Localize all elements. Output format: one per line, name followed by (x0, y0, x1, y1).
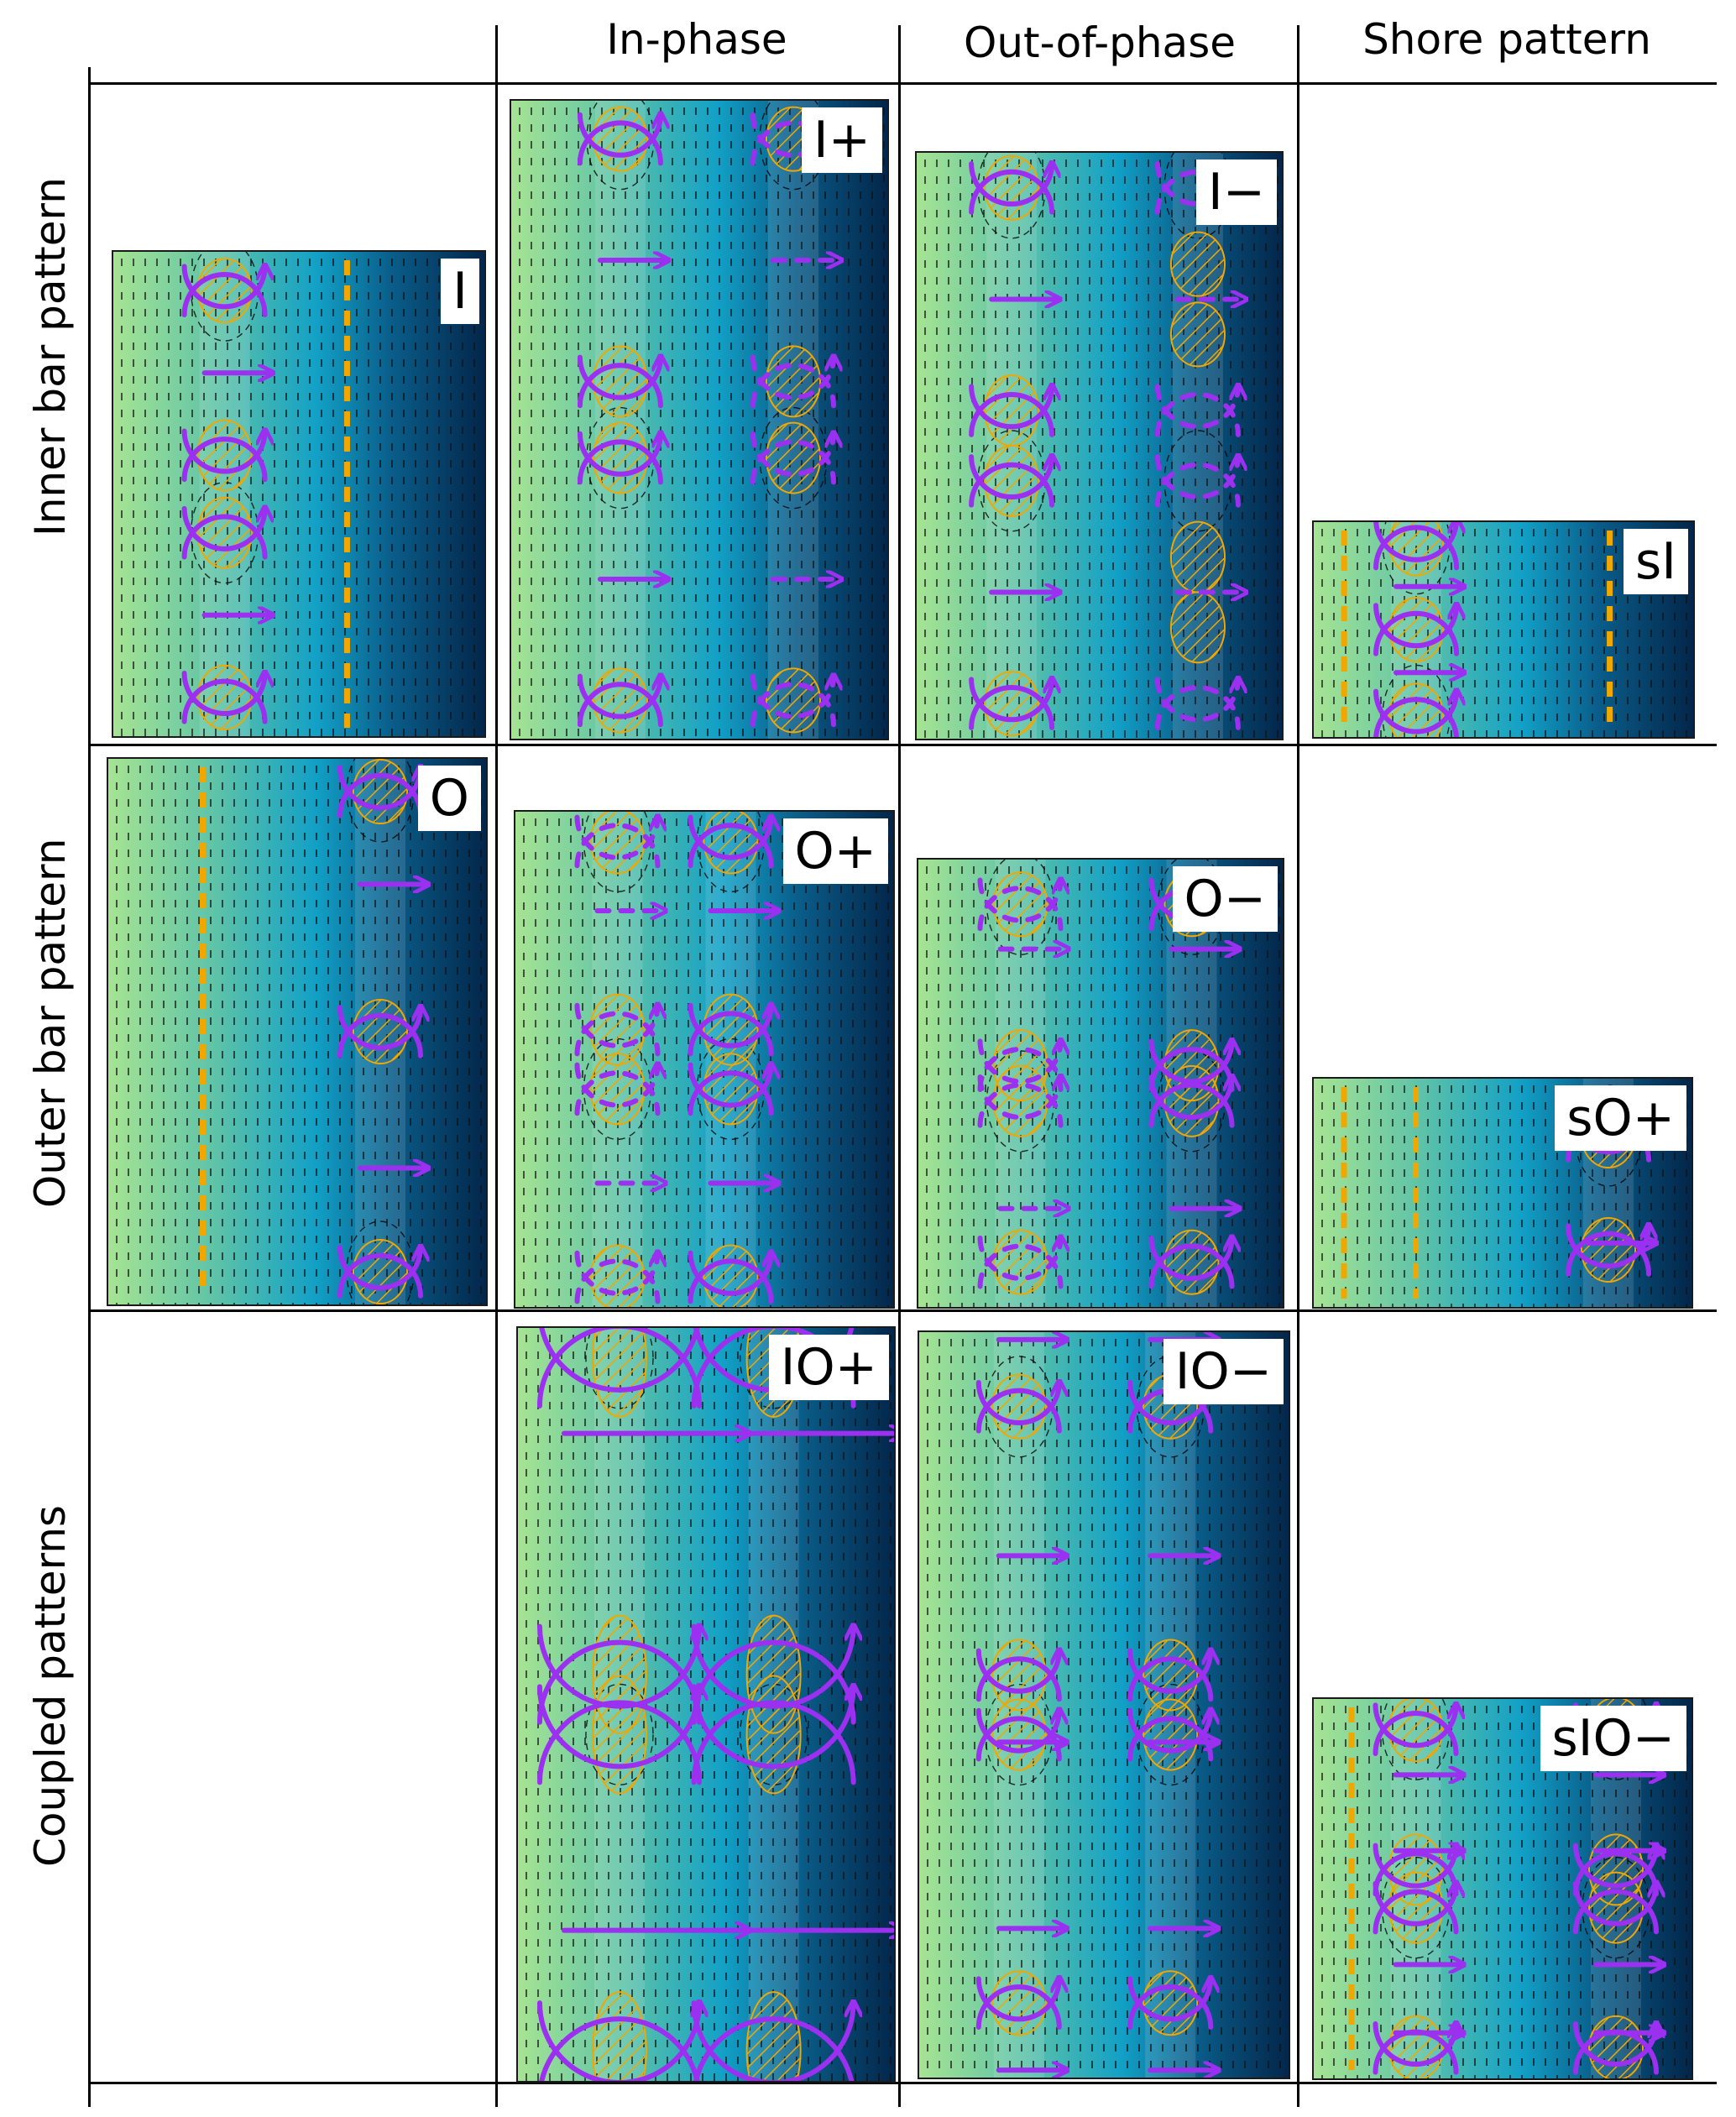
panel-IO-minus: IO− (918, 1330, 1290, 2079)
panel-figure-Oplus (515, 812, 893, 1307)
panel-label-IO-minus: IO− (1163, 1339, 1284, 1404)
grid-col0-line (88, 67, 91, 2107)
panel-O: O (107, 757, 488, 1306)
panel-sI: sI (1312, 520, 1695, 739)
panel-figure-IOminus (919, 1332, 1289, 2078)
grid-row2-line (88, 1309, 1717, 1312)
panel-label-O-plus: O+ (782, 818, 888, 884)
column-header-out-of-phase: Out-of-phase (964, 18, 1236, 67)
grid-col2-line (898, 25, 901, 2107)
panel-figure-IOplus (518, 1328, 894, 2081)
panel-I: I (112, 250, 486, 738)
row-header-outer-bar: Outer bar pattern (26, 838, 75, 1208)
grid-top-line (88, 82, 1717, 85)
panel-label-I-minus: I− (1196, 159, 1277, 225)
panel-label-O: O (417, 766, 481, 831)
panel-label-I: I (441, 259, 479, 324)
panel-label-IO-plus: IO+ (768, 1335, 889, 1400)
grid-bottom-line (88, 2082, 1717, 2084)
panel-figure-Iminus (917, 153, 1282, 739)
column-header-shore-pattern: Shore pattern (1362, 15, 1651, 64)
panel-label-sIO-minus: sIO− (1540, 1706, 1686, 1771)
panel-figure-Ominus (918, 860, 1283, 1307)
panel-figure-sI (1314, 522, 1693, 737)
panel-figure-Iplus (511, 101, 887, 739)
panel-figure-sIOminus (1314, 1699, 1692, 2078)
column-header-in-phase: In-phase (606, 15, 787, 64)
panel-label-sI: sI (1624, 529, 1688, 594)
row-header-inner-bar: Inner bar pattern (26, 177, 75, 536)
panel-figure-I (113, 252, 484, 736)
row-header-coupled: Coupled patterns (26, 1505, 75, 1867)
panel-I-minus: I− (915, 151, 1284, 740)
panel-O-minus: O− (917, 858, 1284, 1309)
panel-label-O-minus: O− (1172, 866, 1278, 932)
grid-col3-line (1297, 25, 1299, 2107)
grid-col1-line (495, 25, 498, 2107)
panel-IO-plus: IO+ (516, 1326, 896, 2083)
panel-sIO-minus: sIO− (1312, 1697, 1693, 2080)
panel-O-plus: O+ (514, 810, 895, 1309)
panel-figure-O (108, 759, 486, 1304)
panel-label-I-plus: I+ (802, 107, 882, 173)
panel-sO-plus: sO+ (1312, 1077, 1693, 1309)
panel-label-sO-plus: sO+ (1555, 1085, 1686, 1151)
grid-row1-line (88, 744, 1717, 746)
panel-I-plus: I+ (510, 99, 889, 740)
